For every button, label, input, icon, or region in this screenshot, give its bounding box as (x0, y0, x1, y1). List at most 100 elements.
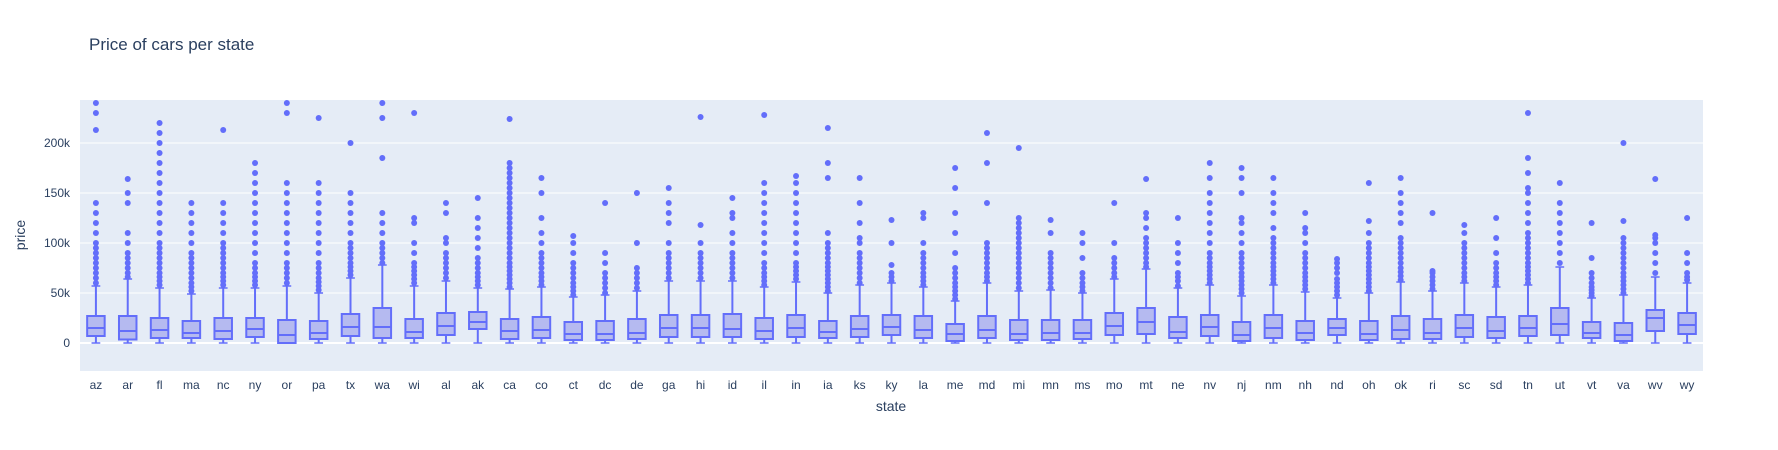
iqr-box (1454, 314, 1475, 338)
outlier-point (1143, 250, 1150, 256)
outlier-point (188, 275, 195, 281)
box-nm (1263, 175, 1284, 344)
outlier-point (1397, 255, 1404, 261)
y-tick-label: 50k (51, 286, 71, 300)
outlier-point (1524, 155, 1531, 161)
outlier-point (633, 275, 640, 281)
outlier-point (283, 190, 290, 196)
box-sc (1454, 222, 1475, 344)
y-axis: 0 50k 100k 150k 200k (44, 136, 71, 350)
outlier-point (761, 250, 768, 256)
outlier-point (1206, 260, 1213, 266)
outlier-point (697, 240, 704, 246)
outlier-point (1206, 250, 1213, 256)
box-nd (1327, 256, 1347, 344)
x-tick-label: ri (1429, 378, 1436, 392)
outlier-point (252, 170, 259, 176)
outlier-point (283, 260, 290, 266)
outlier-point (283, 270, 290, 276)
box-ia (818, 125, 838, 344)
outlier-point (379, 155, 386, 161)
outlier-point (1365, 255, 1372, 261)
outlier-point (506, 200, 513, 206)
outlier-point (379, 250, 386, 256)
iqr-box (563, 321, 584, 341)
outlier-point (474, 265, 481, 271)
outlier-point (793, 230, 800, 236)
outlier-point (1238, 190, 1245, 196)
outlier-point (220, 240, 227, 246)
outlier-point (1079, 270, 1086, 276)
outlier-point (983, 270, 990, 276)
outlier-point (1206, 240, 1213, 246)
outlier-point (1143, 176, 1150, 182)
outlier-point (1015, 265, 1022, 271)
x-tick-label: sc (1458, 378, 1470, 392)
outlier-point (1143, 210, 1150, 216)
outlier-point (1270, 240, 1277, 246)
outlier-point (1174, 250, 1181, 256)
outlier-point (474, 235, 481, 241)
outlier-point (793, 210, 800, 216)
outlier-point (1270, 225, 1277, 231)
outlier-point (920, 240, 927, 246)
iqr-box (849, 315, 870, 338)
outlier-point (156, 140, 163, 146)
x-tick-label: in (791, 378, 800, 392)
outlier-point (124, 230, 131, 236)
iqr-box (117, 315, 138, 341)
outlier-point (1524, 110, 1531, 116)
outlier-point (1334, 265, 1341, 271)
x-tick-label: ma (183, 378, 200, 392)
x-tick-label: sd (1490, 378, 1503, 392)
iqr-box (149, 317, 170, 339)
outlier-point (1079, 275, 1086, 281)
box-ms (1072, 230, 1093, 344)
outlier-point (983, 265, 990, 271)
box-va (1613, 140, 1634, 344)
outlier-point (474, 260, 481, 266)
outlier-point (1524, 170, 1531, 176)
outlier-point (283, 275, 290, 281)
outlier-point (411, 215, 418, 221)
outlier-point (1238, 175, 1245, 181)
outlier-point (729, 240, 736, 246)
outlier-point (315, 115, 322, 121)
outlier-point (1493, 265, 1500, 271)
outlier-point (1206, 160, 1213, 166)
outlier-point (124, 240, 131, 246)
outlier-point (442, 260, 449, 266)
outlier-point (1556, 200, 1563, 206)
outlier-point (1111, 255, 1118, 261)
outlier-point (188, 280, 195, 286)
outlier-point (347, 200, 354, 206)
box-ak (468, 195, 488, 344)
outlier-point (347, 230, 354, 236)
outlier-point (1365, 250, 1372, 256)
outlier-point (92, 250, 99, 256)
outlier-point (538, 215, 545, 221)
iqr-box (1390, 315, 1411, 340)
outlier-point (856, 175, 863, 181)
outlier-point (156, 160, 163, 166)
box-nh (1295, 210, 1315, 344)
outlier-point (761, 220, 768, 226)
outlier-point (1620, 140, 1627, 146)
outlier-point (92, 260, 99, 266)
x-tick-label: pa (312, 378, 326, 392)
iqr-box (1613, 322, 1634, 342)
box-mo (1104, 200, 1125, 344)
box-me (945, 165, 965, 344)
box-ga (658, 185, 679, 344)
outlier-point (474, 245, 481, 251)
outlier-point (856, 200, 863, 206)
iqr-box (1677, 312, 1697, 335)
outlier-point (1111, 265, 1118, 271)
outlier-point (1302, 270, 1309, 276)
outlier-point (220, 260, 227, 266)
box-vt (1581, 220, 1602, 344)
outlier-point (474, 225, 481, 231)
outlier-point (1047, 285, 1054, 291)
outlier-point (1174, 270, 1181, 276)
